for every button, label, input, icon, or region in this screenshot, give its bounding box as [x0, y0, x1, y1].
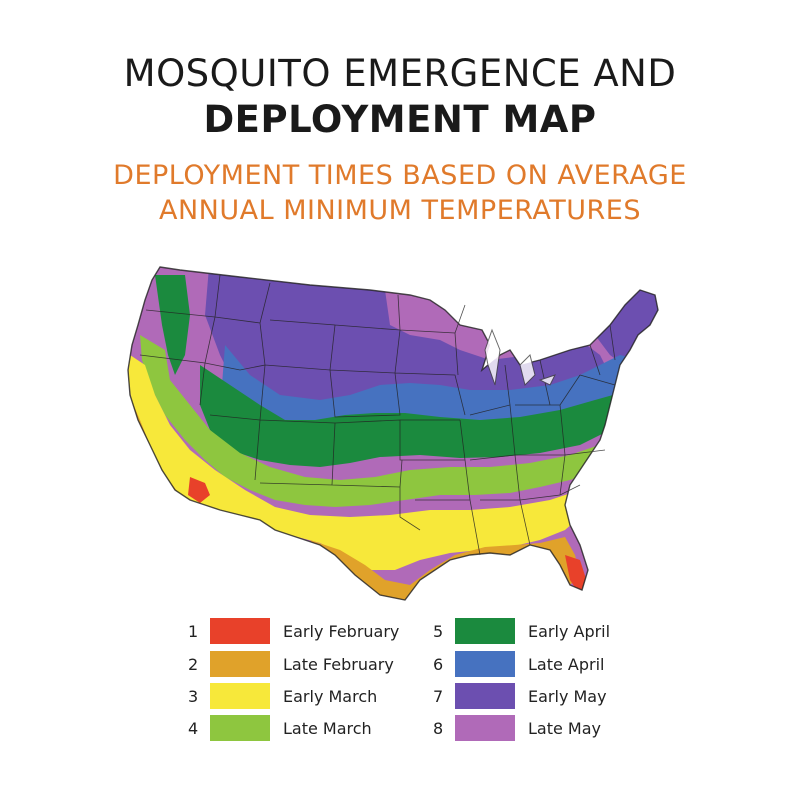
legend-swatch [210, 651, 270, 677]
legend-number: 1 [188, 622, 199, 641]
legend-label: Late February [283, 655, 394, 674]
map-title-line-1: MOSQUITO EMERGENCE AND [123, 52, 677, 95]
legend-item: 1 Early February [188, 618, 418, 646]
legend-label: Early April [528, 622, 611, 641]
zone-late-february [128, 385, 580, 600]
great-lakes [484, 328, 556, 386]
legend-number: 3 [188, 687, 199, 706]
legend-item: 6 Late April [433, 651, 663, 679]
zone-early-may [205, 267, 610, 420]
legend-number: 2 [188, 655, 199, 674]
map-title-line-2: DEPLOYMENT MAP [203, 98, 597, 141]
legend-item: 7 Early May [433, 683, 663, 711]
legend-item: 5 Early April [433, 618, 663, 646]
legend-swatch [210, 715, 270, 741]
state-borders [127, 266, 659, 601]
map-subtitle-line-1: DEPLOYMENT TIMES BASED ON AVERAGE [113, 160, 687, 191]
legend-swatch [455, 715, 515, 741]
legend-label: Early May [528, 687, 607, 706]
legend-label: Late April [528, 655, 605, 674]
us-zone-map [127, 266, 659, 601]
legend-label: Late May [528, 719, 601, 738]
legend-number: 8 [433, 719, 444, 738]
legend-swatch [210, 683, 270, 709]
map-subtitle-line-2: ANNUAL MINIMUM TEMPERATURES [158, 195, 642, 226]
legend-label: Early February [283, 622, 400, 641]
legend-swatch [455, 618, 515, 644]
legend-number: 5 [433, 622, 444, 641]
legend-number: 6 [433, 655, 444, 674]
legend-item: 2 Late February [188, 651, 418, 679]
zone-late-march [140, 335, 630, 507]
legend-label: Early March [283, 687, 378, 706]
legend-swatch [210, 618, 270, 644]
legend-swatch [455, 651, 515, 677]
legend-item: 4 Late March [188, 715, 418, 743]
legend-label: Late March [283, 719, 372, 738]
legend-swatch [455, 683, 515, 709]
legend-number: 7 [433, 687, 444, 706]
legend-item: 8 Late May [433, 715, 663, 743]
legend-number: 4 [188, 719, 199, 738]
legend-item: 3 Early March [188, 683, 418, 711]
